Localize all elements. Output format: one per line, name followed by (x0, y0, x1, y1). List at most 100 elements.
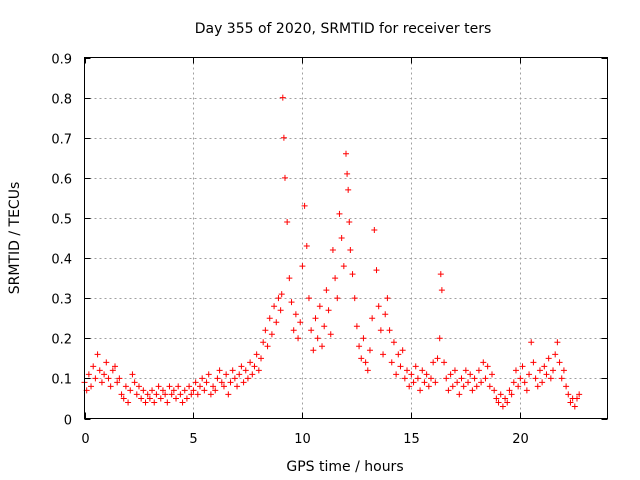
data-point (109, 367, 116, 374)
data-point (301, 202, 308, 209)
data-point (532, 375, 539, 382)
data-point (497, 391, 504, 398)
data-point (212, 387, 219, 394)
data-point (438, 287, 445, 294)
data-point (486, 383, 493, 390)
data-point (419, 367, 426, 374)
data-point (543, 371, 550, 378)
data-point (399, 347, 406, 354)
data-point (129, 371, 136, 378)
y-tick-label: 0.2 (51, 333, 72, 348)
data-point (475, 367, 482, 374)
x-tick-label: 10 (294, 432, 311, 447)
y-tick-label: 0.3 (51, 293, 72, 308)
data-point (482, 375, 489, 382)
data-point (401, 375, 408, 382)
data-point (175, 383, 182, 390)
data-point (114, 379, 121, 386)
data-point (251, 363, 258, 370)
data-point (430, 359, 437, 366)
plot-frame (84, 57, 608, 419)
data-point (181, 387, 188, 394)
data-point (253, 351, 260, 358)
data-point (519, 363, 526, 370)
data-point (216, 367, 223, 374)
data-point (146, 395, 153, 402)
data-point (375, 303, 382, 310)
y-axis-title: SRMTID / TECUs (7, 182, 23, 295)
data-point (388, 359, 395, 366)
data-point (380, 351, 387, 358)
data-point (323, 287, 330, 294)
data-point (552, 351, 559, 358)
data-point (347, 247, 354, 254)
data-point (547, 375, 554, 382)
data-point (362, 359, 369, 366)
data-point (92, 375, 99, 382)
data-point (327, 331, 334, 338)
data-point (443, 375, 450, 382)
data-point (210, 383, 217, 390)
data-point (336, 210, 343, 217)
data-point (142, 399, 149, 406)
y-tick-label: 0.6 (51, 173, 72, 188)
data-point (194, 391, 201, 398)
data-point (437, 271, 444, 278)
data-point (364, 367, 371, 374)
data-point (190, 387, 197, 394)
data-point (386, 327, 393, 334)
data-point (159, 387, 166, 394)
data-point (196, 383, 203, 390)
data-point (249, 371, 256, 378)
data-point (280, 134, 287, 141)
data-point (179, 399, 186, 406)
data-point (469, 387, 476, 394)
data-point (94, 351, 101, 358)
data-point (351, 295, 358, 302)
data-point (101, 371, 108, 378)
data-point (225, 391, 232, 398)
data-point (473, 383, 480, 390)
data-point (133, 391, 140, 398)
data-point (135, 383, 142, 390)
data-point (177, 391, 184, 398)
data-point (471, 375, 478, 382)
data-point (299, 263, 306, 270)
data-point (565, 391, 572, 398)
data-point (277, 307, 284, 314)
axis-ticks (84, 57, 608, 420)
data-point (278, 291, 285, 298)
data-point (220, 383, 227, 390)
data-point (408, 371, 415, 378)
data-point (441, 359, 448, 366)
data-point (480, 359, 487, 366)
data-point (316, 303, 323, 310)
data-point (183, 395, 190, 402)
data-point (393, 371, 400, 378)
data-point (395, 351, 402, 358)
data-point (90, 363, 97, 370)
data-point (343, 150, 349, 157)
data-point (292, 311, 299, 318)
y-tick-label: 0 (64, 414, 72, 429)
data-point (508, 391, 515, 398)
data-point (227, 379, 234, 386)
data-point (170, 387, 177, 394)
data-point (506, 387, 513, 394)
data-point (297, 319, 304, 326)
y-tick-labels: 0 0.1 0.2 0.3 0.4 0.5 0.6 0.7 0.8 0.9 (51, 53, 72, 429)
data-point (295, 335, 302, 342)
data-point (499, 403, 506, 410)
data-point (521, 379, 528, 386)
data-point (510, 379, 517, 386)
data-point (454, 379, 461, 386)
x-tick-label: 0 (81, 432, 89, 447)
data-point (384, 295, 391, 302)
data-point (173, 395, 180, 402)
data-point (414, 375, 421, 382)
data-point (462, 367, 469, 374)
data-point (205, 371, 212, 378)
data-point (223, 371, 230, 378)
data-point (377, 327, 384, 334)
data-point (242, 367, 249, 374)
